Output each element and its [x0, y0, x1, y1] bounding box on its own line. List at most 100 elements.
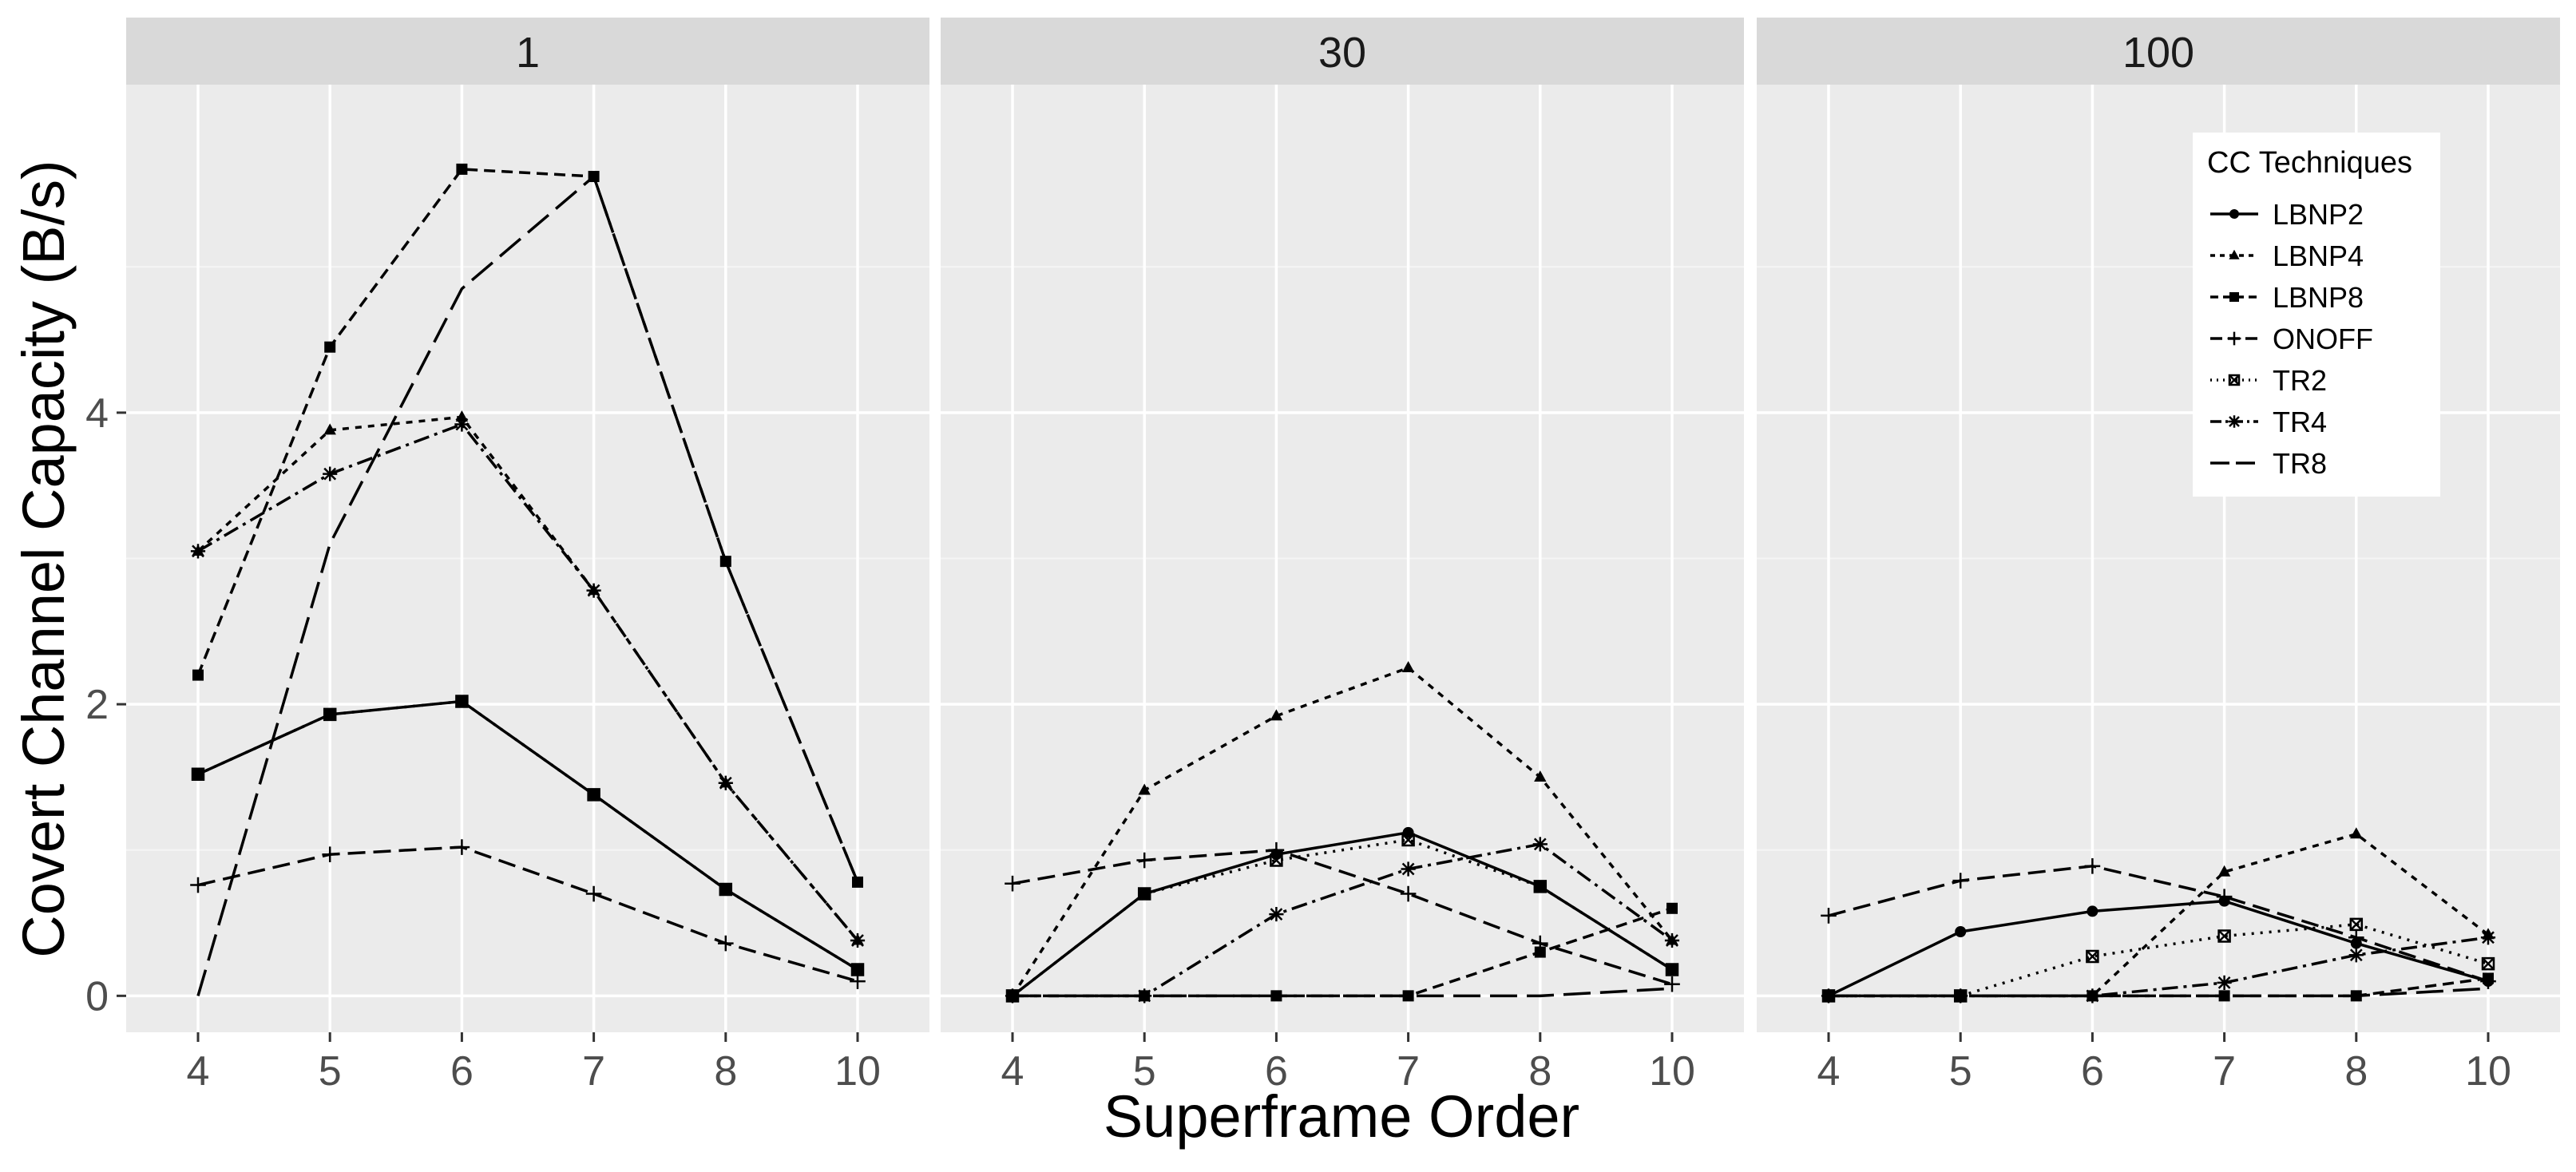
data-point	[2218, 990, 2230, 1002]
legend-label: LBNP2	[2273, 198, 2364, 231]
data-point	[456, 163, 468, 175]
legend-item-onoff: ONOFF	[2210, 323, 2373, 355]
legend-item-lbnp2: LBNP2	[2210, 198, 2364, 231]
legend-key-marker	[2229, 292, 2239, 302]
data-point	[1137, 887, 1151, 901]
legend: CC Techniques LBNP2 LBNP4 LBNP8 ONOFF TR2 TR4 T…	[2193, 133, 2440, 497]
data-point	[323, 707, 337, 722]
x-tick-label: 4	[1817, 1048, 1841, 1095]
data-point	[192, 669, 204, 681]
data-point	[455, 695, 469, 708]
data-point	[454, 839, 470, 855]
data-point	[1534, 946, 1546, 958]
data-point	[1005, 875, 1020, 892]
legend-label: LBNP4	[2273, 240, 2364, 272]
x-tick-label: 7	[1397, 1048, 1420, 1095]
data-point	[1401, 861, 1416, 877]
data-point	[1666, 902, 1678, 914]
y-tick-label: 2	[85, 682, 109, 728]
facet-strip	[1757, 18, 2560, 85]
data-point	[718, 775, 733, 790]
data-point	[1952, 873, 1968, 889]
series-line	[1829, 936, 2489, 998]
legend-item-lbnp4: LBNP4	[2210, 240, 2364, 272]
legend-label: TR2	[2273, 364, 2327, 397]
data-point	[2349, 917, 2364, 932]
data-point	[2217, 865, 2231, 877]
data-point	[1532, 935, 1548, 952]
legend-label: LBNP8	[2273, 281, 2364, 314]
data-point	[2084, 858, 2101, 874]
x-tick-label: 10	[834, 1048, 881, 1095]
data-point	[2348, 929, 2364, 946]
data-point	[454, 417, 470, 432]
x-tick-label: 6	[1265, 1048, 1288, 1095]
x-tick-label: 4	[1001, 1048, 1024, 1095]
data-point	[2086, 949, 2099, 964]
data-point	[455, 410, 469, 422]
data-point	[1400, 885, 1417, 902]
y-axis-title: Covert Channel Capacity (B/s)	[10, 160, 77, 957]
series-line	[1012, 848, 1673, 986]
facet-strip	[941, 18, 1744, 85]
legend-key-marker	[2229, 249, 2240, 259]
data-point	[1664, 932, 1680, 948]
legend-item-tr2: TR2	[2210, 364, 2327, 397]
series-tr4-panel-30	[1005, 837, 1680, 1004]
series-line	[1013, 842, 1674, 998]
legend-title: CC Techniques	[2207, 146, 2412, 180]
data-point	[322, 846, 338, 863]
data-point	[1402, 826, 1414, 838]
x-tick-label: 10	[1649, 1048, 1695, 1095]
series-line	[197, 845, 858, 983]
x-tick-label: 7	[2213, 1048, 2236, 1095]
series-line	[197, 699, 858, 971]
y-tick-label: 4	[85, 390, 109, 437]
data-point	[324, 341, 336, 353]
legend-label: TR8	[2273, 447, 2327, 480]
data-point	[323, 466, 338, 481]
legend-label: TR4	[2273, 406, 2327, 438]
legend-label: ONOFF	[2273, 323, 2373, 355]
facet-panel-30: 30 4 5 6 7 8 10	[941, 18, 1744, 1095]
data-point	[2480, 973, 2496, 989]
data-point	[587, 788, 600, 802]
data-point	[719, 882, 733, 897]
series-line	[1011, 666, 1674, 997]
series-line	[1011, 838, 1673, 997]
data-point	[852, 876, 863, 888]
series-line	[1829, 976, 2489, 998]
x-tick-label: 8	[1528, 1048, 1552, 1095]
legend-key-marker	[2227, 331, 2241, 346]
series-tr4-panel-1	[190, 417, 866, 948]
series-line	[1011, 831, 1673, 997]
x-tick-label: 6	[2081, 1048, 2104, 1095]
x-tick-label: 5	[1133, 1048, 1156, 1095]
series-line	[1828, 865, 2489, 983]
data-point	[2348, 948, 2364, 963]
series-line	[196, 168, 859, 883]
legend-item-lbnp8: LBNP8	[2210, 281, 2364, 314]
data-point	[586, 583, 601, 598]
legend-item-tr4: TR4	[2210, 406, 2327, 438]
x-tick-label: 5	[319, 1048, 342, 1095]
data-point	[1955, 925, 1967, 937]
x-axis-title: Superframe Order	[1104, 1083, 1579, 1150]
data-point	[718, 935, 734, 952]
data-point	[1401, 661, 1415, 673]
x-tick-label: 8	[2344, 1048, 2368, 1095]
x-tick-label: 5	[1949, 1048, 1972, 1095]
data-point	[1533, 880, 1548, 893]
series-line	[196, 175, 859, 996]
data-point	[1665, 963, 1679, 976]
data-point	[1269, 906, 1284, 922]
x-tick-label: 6	[450, 1048, 474, 1095]
legend-key-marker	[2229, 209, 2239, 219]
data-point	[850, 932, 866, 948]
data-point	[1270, 709, 1283, 721]
legend-box	[2193, 133, 2440, 497]
facet-strip-label: 1	[516, 29, 540, 77]
x-tick-label: 4	[187, 1048, 210, 1095]
